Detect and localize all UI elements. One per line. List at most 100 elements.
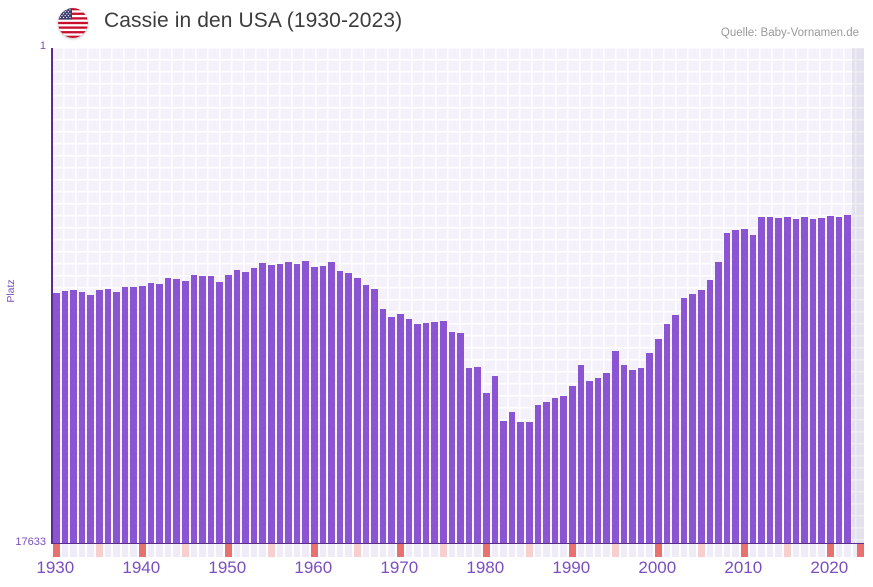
bar-1967[interactable]	[371, 289, 378, 543]
bar-1969[interactable]	[388, 317, 395, 543]
x-tick-label-2010: 2010	[724, 558, 763, 577]
year-tick-1958-minor	[293, 544, 301, 557]
bar-2014[interactable]	[775, 218, 782, 543]
bar-1991[interactable]	[577, 365, 585, 543]
bar-1974[interactable]	[431, 322, 438, 543]
bar-1952[interactable]	[242, 272, 249, 543]
bar-1980[interactable]	[483, 393, 490, 543]
bar-1947[interactable]	[199, 276, 206, 543]
bar-1996[interactable]	[620, 365, 628, 543]
bar-1946[interactable]	[190, 275, 198, 543]
bar-1939[interactable]	[130, 287, 137, 543]
bar-1955[interactable]	[268, 265, 275, 543]
bar-1950[interactable]	[225, 275, 232, 543]
bar-1937[interactable]	[113, 292, 120, 543]
bar-1982[interactable]	[500, 421, 507, 543]
bar-1983[interactable]	[508, 412, 516, 543]
bar-1951[interactable]	[233, 270, 241, 543]
bar-1977[interactable]	[457, 333, 464, 543]
bar-2006[interactable]	[706, 280, 714, 543]
bar-1948[interactable]	[207, 276, 215, 543]
bar-1968[interactable]	[379, 309, 387, 543]
bar-1935[interactable]	[96, 290, 103, 543]
year-tick-1935-half-decade	[96, 544, 103, 557]
bar-1984[interactable]	[517, 422, 524, 543]
bar-1979[interactable]	[474, 367, 481, 543]
bar-2016[interactable]	[792, 219, 800, 543]
bar-1930[interactable]	[53, 293, 60, 543]
bar-2021[interactable]	[835, 217, 843, 543]
bar-1988[interactable]	[551, 398, 559, 543]
bar-2003[interactable]	[680, 298, 688, 543]
bar-1965[interactable]	[354, 278, 361, 543]
bar-2009[interactable]	[732, 230, 739, 543]
bar-1943[interactable]	[164, 278, 172, 543]
bar-1995[interactable]	[612, 351, 619, 543]
bar-1976[interactable]	[448, 332, 456, 543]
bar-1987[interactable]	[543, 402, 550, 543]
bar-1964[interactable]	[345, 273, 352, 543]
bar-2004[interactable]	[689, 294, 696, 543]
bar-1953[interactable]	[250, 268, 258, 543]
bar-1933[interactable]	[78, 292, 86, 543]
bar-1961[interactable]	[319, 266, 327, 543]
bar-2011[interactable]	[749, 235, 757, 543]
bar-1940[interactable]	[139, 286, 146, 543]
bar-2005[interactable]	[698, 290, 705, 543]
bar-1958[interactable]	[293, 264, 301, 543]
bar-1978[interactable]	[465, 368, 473, 543]
year-tick-1956-minor	[276, 544, 284, 557]
bar-2015[interactable]	[784, 217, 791, 543]
bar-2001[interactable]	[663, 324, 671, 543]
bar-1956[interactable]	[276, 264, 284, 543]
bar-1960[interactable]	[311, 267, 318, 543]
bar-1949[interactable]	[216, 282, 223, 543]
bar-1998[interactable]	[637, 368, 645, 543]
bar-1986[interactable]	[534, 405, 542, 543]
year-tick-2022-minor	[844, 544, 851, 557]
bar-1970[interactable]	[397, 314, 404, 543]
bar-2020[interactable]	[827, 216, 834, 543]
bar-2012[interactable]	[758, 217, 765, 543]
bar-1989[interactable]	[560, 396, 567, 543]
bar-1993[interactable]	[594, 378, 602, 543]
bar-1981[interactable]	[491, 376, 499, 543]
bar-1971[interactable]	[405, 319, 413, 543]
bar-1994[interactable]	[603, 373, 610, 543]
bar-1972[interactable]	[414, 324, 421, 543]
bar-1992[interactable]	[586, 381, 593, 543]
bar-2000[interactable]	[655, 339, 662, 543]
bar-1936[interactable]	[104, 289, 112, 543]
bar-1932[interactable]	[70, 290, 77, 543]
y-axis-top-tick-label: 1	[39, 40, 46, 52]
bar-1945[interactable]	[182, 281, 189, 543]
bar-1975[interactable]	[440, 321, 447, 543]
bar-1985[interactable]	[526, 422, 533, 543]
bar-2017[interactable]	[801, 217, 808, 543]
bar-1957[interactable]	[285, 262, 292, 543]
bar-1997[interactable]	[629, 370, 636, 543]
bar-2013[interactable]	[766, 217, 774, 543]
bar-2019[interactable]	[818, 218, 825, 543]
bar-2008[interactable]	[723, 233, 731, 543]
bar-1999[interactable]	[646, 353, 653, 543]
bar-1942[interactable]	[156, 284, 163, 543]
bar-1944[interactable]	[173, 279, 180, 543]
bar-1962[interactable]	[328, 262, 335, 543]
bar-1990[interactable]	[569, 386, 576, 543]
bar-1973[interactable]	[422, 323, 430, 543]
bar-1941[interactable]	[147, 283, 155, 543]
bar-1959[interactable]	[302, 261, 309, 543]
bar-1966[interactable]	[362, 285, 370, 543]
bar-2018[interactable]	[809, 219, 817, 543]
bar-2002[interactable]	[672, 315, 679, 543]
bar-1963[interactable]	[336, 271, 344, 543]
bar-1938[interactable]	[121, 287, 129, 543]
bar-2022[interactable]	[844, 215, 851, 543]
bar-2010[interactable]	[741, 229, 748, 543]
bar-1934[interactable]	[87, 295, 94, 543]
bar-1954[interactable]	[259, 263, 266, 543]
bar-1931[interactable]	[61, 291, 69, 543]
source-label: Quelle: Baby-Vornamen.de	[720, 27, 859, 39]
bar-2007[interactable]	[715, 262, 722, 543]
